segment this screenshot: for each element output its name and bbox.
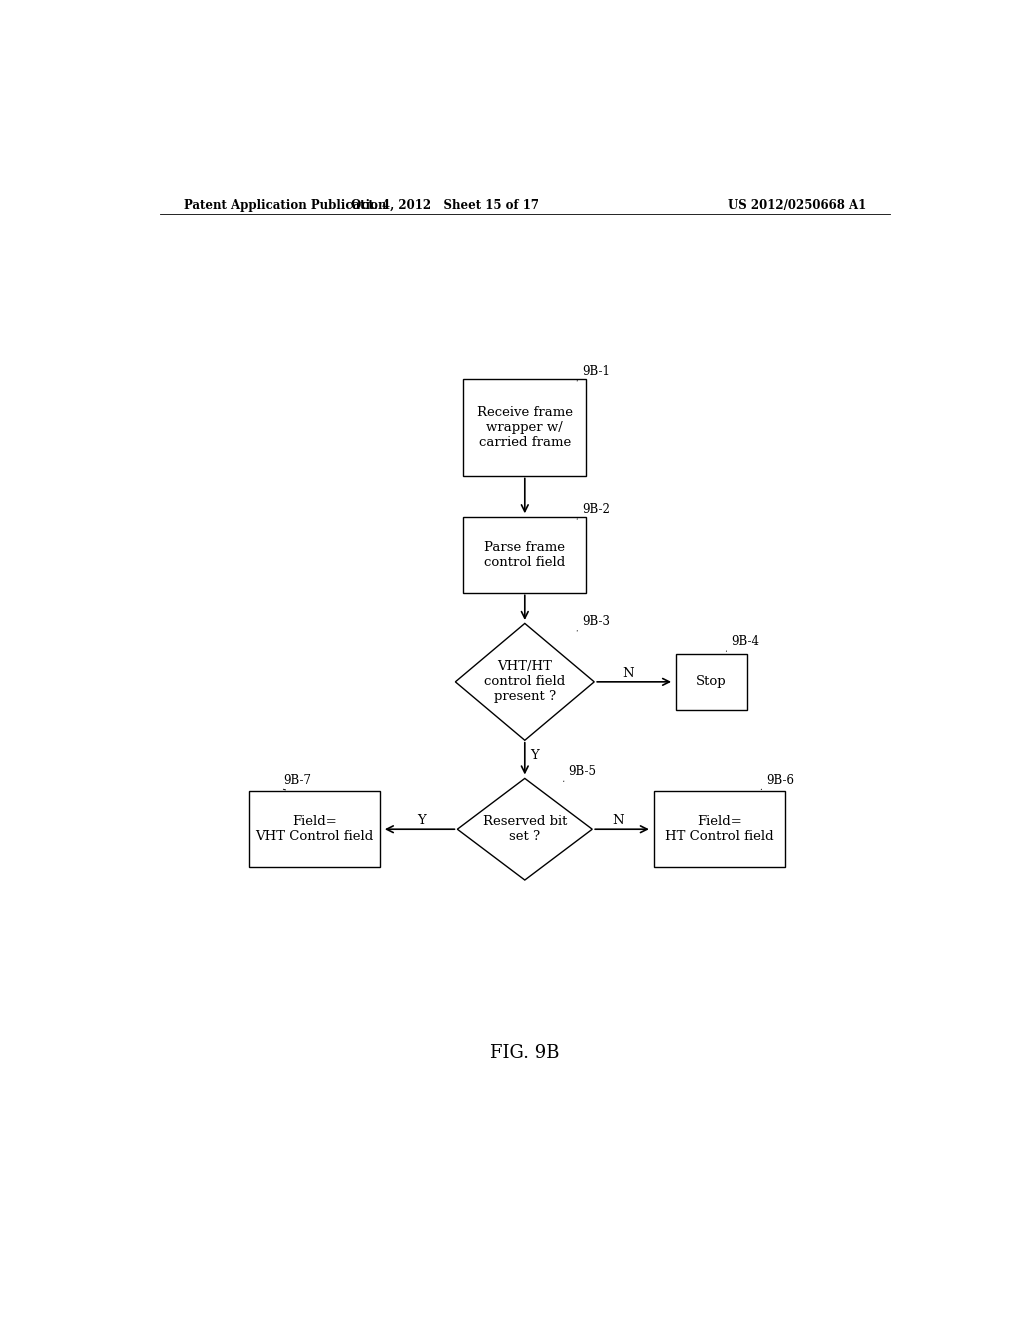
Text: N: N bbox=[623, 667, 634, 680]
Text: Field=
VHT Control field: Field= VHT Control field bbox=[255, 816, 374, 843]
Text: US 2012/0250668 A1: US 2012/0250668 A1 bbox=[728, 198, 866, 211]
Polygon shape bbox=[458, 779, 592, 880]
Text: 9B-1: 9B-1 bbox=[582, 364, 610, 378]
Text: Y: Y bbox=[530, 748, 539, 762]
Text: 9B-6: 9B-6 bbox=[766, 774, 794, 787]
Text: FIG. 9B: FIG. 9B bbox=[490, 1044, 559, 1061]
Text: Y: Y bbox=[417, 813, 426, 826]
Bar bbox=[676, 653, 746, 710]
Text: Oct. 4, 2012   Sheet 15 of 17: Oct. 4, 2012 Sheet 15 of 17 bbox=[351, 198, 540, 211]
Text: 9B-7: 9B-7 bbox=[284, 774, 311, 787]
Bar bbox=[463, 379, 587, 477]
Text: 9B-4: 9B-4 bbox=[731, 635, 759, 648]
Text: N: N bbox=[612, 813, 625, 826]
Text: 9B-3: 9B-3 bbox=[582, 615, 610, 628]
Bar bbox=[653, 791, 784, 867]
Text: Field=
HT Control field: Field= HT Control field bbox=[665, 816, 773, 843]
Bar bbox=[249, 791, 380, 867]
Text: Stop: Stop bbox=[696, 676, 727, 688]
Text: 9B-5: 9B-5 bbox=[568, 766, 596, 779]
Bar bbox=[463, 516, 587, 593]
Text: Patent Application Publication: Patent Application Publication bbox=[183, 198, 386, 211]
Text: 9B-2: 9B-2 bbox=[582, 503, 610, 516]
Text: Reserved bit
set ?: Reserved bit set ? bbox=[482, 816, 567, 843]
Text: VHT/HT
control field
present ?: VHT/HT control field present ? bbox=[484, 660, 565, 704]
Polygon shape bbox=[456, 623, 594, 741]
Text: Receive frame
wrapper w/
carried frame: Receive frame wrapper w/ carried frame bbox=[477, 407, 572, 449]
Text: Parse frame
control field: Parse frame control field bbox=[484, 541, 565, 569]
